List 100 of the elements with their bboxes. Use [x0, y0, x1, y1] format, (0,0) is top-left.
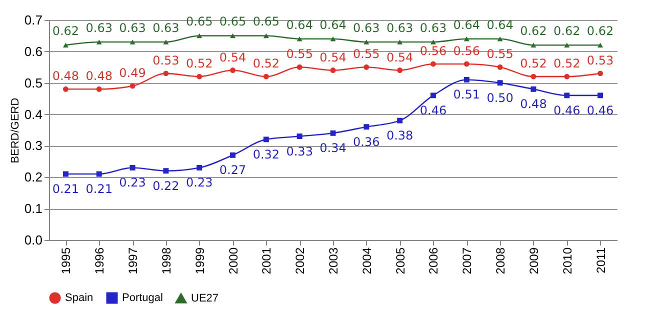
point	[430, 61, 436, 67]
data-label: 0.62	[554, 24, 580, 38]
data-label: 0.23	[119, 176, 146, 190]
x-tick-label: 2007	[460, 247, 474, 274]
point	[62, 86, 68, 92]
data-label: 0.46	[554, 103, 580, 118]
point	[397, 118, 403, 124]
legend-label: UE27	[191, 292, 219, 304]
data-label: 0.46	[420, 103, 447, 118]
data-label: 0.62	[586, 24, 614, 38]
data-label: 0.48	[86, 69, 112, 84]
data-label: 0.55	[286, 47, 313, 62]
data-label: 0.63	[420, 21, 447, 35]
point	[263, 33, 269, 38]
legend-label: Portugal	[122, 292, 163, 304]
point	[598, 92, 604, 98]
x-tick-label: 2001	[260, 247, 274, 274]
point	[330, 68, 336, 74]
point	[464, 36, 470, 42]
point	[196, 74, 202, 80]
x-tick-label: 2004	[360, 247, 374, 274]
data-label: 0.48	[520, 97, 547, 112]
data-label: 0.63	[152, 21, 180, 35]
x-tick-label: 2011	[594, 247, 608, 274]
y-tick-label: 0.1	[24, 201, 42, 216]
point	[96, 171, 102, 177]
point	[397, 40, 403, 44]
point	[230, 152, 236, 158]
x-tick-label: 2000	[226, 247, 240, 274]
data-label: 0.52	[252, 56, 280, 71]
data-label: 0.49	[119, 66, 146, 80]
y-axis-title: BERD/GERD	[9, 98, 22, 164]
point	[397, 68, 403, 74]
point	[530, 74, 536, 80]
point	[130, 164, 136, 170]
data-label: 0.62	[520, 24, 547, 38]
data-label: 0.62	[52, 24, 80, 38]
y-tick-label: 0.7	[24, 12, 42, 28]
data-label: 0.64	[320, 18, 346, 32]
point	[598, 42, 604, 48]
x-tick-label: 1998	[159, 247, 174, 274]
data-label: 0.52	[186, 56, 213, 71]
data-label: 0.63	[353, 21, 380, 35]
point	[364, 64, 370, 70]
x-tick-label: 1997	[126, 247, 140, 274]
data-label: 0.56	[420, 44, 447, 58]
legend-label: Spain	[65, 292, 94, 304]
point	[564, 74, 570, 80]
data-label: 0.55	[486, 47, 514, 62]
point	[62, 42, 68, 48]
point	[230, 33, 236, 38]
point	[263, 136, 269, 142]
data-label: 0.53	[586, 53, 614, 68]
x-tick-label: 2006	[426, 247, 441, 274]
x-tick-label: 2009	[526, 247, 541, 274]
data-label: 0.52	[520, 56, 547, 71]
point	[430, 40, 436, 44]
data-label: 0.50	[486, 90, 514, 105]
data-label: 0.51	[453, 88, 480, 102]
x-tick-label: 2003	[326, 247, 340, 274]
point	[598, 70, 604, 76]
x-tick-label: 2010	[560, 247, 574, 274]
point	[163, 168, 169, 174]
data-label: 0.64	[453, 18, 480, 32]
point	[364, 124, 370, 130]
point	[196, 33, 202, 38]
data-label: 0.27	[219, 163, 246, 178]
x-tick-label: 2002	[293, 247, 308, 274]
data-label: 0.46	[586, 103, 614, 118]
data-label: 0.65	[219, 14, 246, 29]
data-label: 0.33	[286, 144, 313, 158]
y-tick-label: 0.6	[24, 44, 42, 59]
data-label: 0.23	[186, 176, 213, 190]
point	[196, 164, 202, 170]
point	[497, 64, 503, 70]
data-label: 0.63	[86, 21, 112, 35]
data-label: 0.65	[252, 14, 280, 29]
point	[564, 92, 570, 98]
point	[263, 74, 269, 80]
y-tick-label: 0.4	[24, 106, 42, 122]
data-label: 0.48	[52, 69, 80, 84]
point	[296, 64, 302, 70]
x-tick-label: 2005	[393, 247, 408, 274]
point	[96, 86, 102, 92]
point	[130, 40, 136, 44]
data-label: 0.55	[353, 47, 380, 62]
point	[530, 42, 536, 48]
point	[564, 42, 570, 48]
point	[130, 83, 136, 89]
y-tick-label: 0.3	[24, 138, 42, 154]
point	[296, 36, 302, 42]
x-tick-label: 1999	[192, 247, 207, 274]
data-label: 0.53	[152, 53, 180, 68]
point	[163, 70, 169, 76]
data-label: 0.21	[52, 182, 80, 196]
data-label: 0.22	[152, 178, 180, 193]
data-label: 0.63	[386, 21, 414, 35]
point	[296, 134, 302, 140]
y-tick-label: 0.0	[24, 232, 42, 248]
data-label: 0.32	[252, 147, 280, 162]
